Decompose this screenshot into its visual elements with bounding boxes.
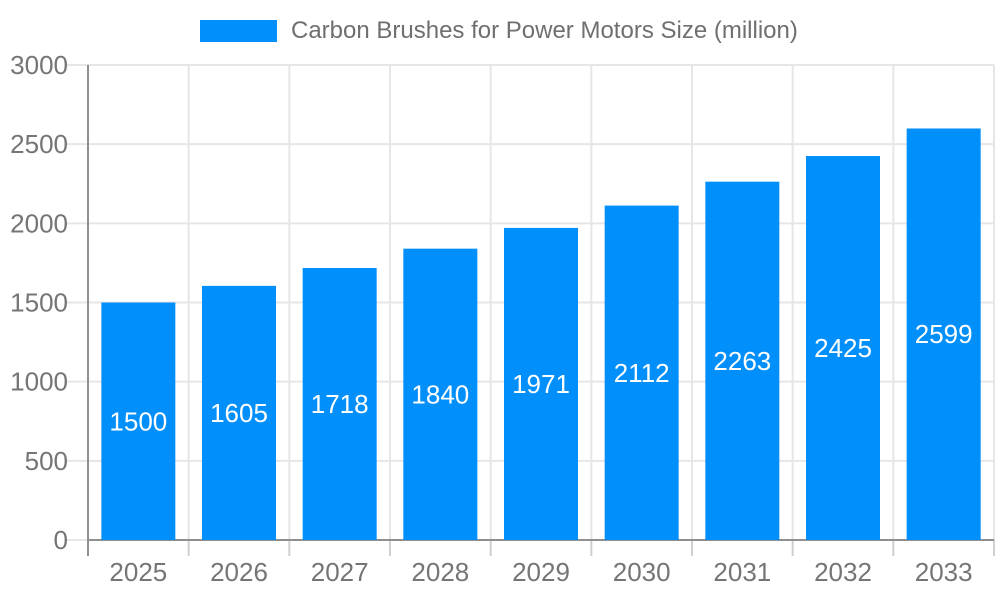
y-axis-label: 500 [25, 446, 68, 476]
x-axis-label: 2030 [613, 557, 671, 587]
bar-value-label: 2263 [713, 346, 771, 376]
bar-value-label: 1840 [411, 379, 469, 409]
legend-label: Carbon Brushes for Power Motors Size (mi… [291, 17, 798, 44]
bar[interactable] [806, 156, 880, 540]
y-axis-label: 3000 [10, 50, 68, 80]
x-axis-label: 2027 [311, 557, 369, 587]
x-axis-label: 2025 [109, 557, 167, 587]
x-axis-label: 2029 [512, 557, 570, 587]
x-axis-label: 2033 [915, 557, 973, 587]
bar-value-label: 2112 [614, 358, 670, 388]
x-axis-label: 2032 [814, 557, 872, 587]
x-axis-label: 2031 [713, 557, 771, 587]
legend-swatch [200, 20, 277, 42]
y-axis-label: 2500 [10, 129, 68, 159]
bar[interactable] [403, 248, 478, 540]
y-axis-label: 1500 [10, 288, 68, 318]
bar-value-label: 2425 [814, 333, 872, 363]
chart-legend-item[interactable]: Carbon Brushes for Power Motors Size (mi… [200, 17, 798, 45]
bar[interactable] [504, 227, 578, 541]
y-axis-label: 0 [54, 525, 68, 555]
bar[interactable] [705, 181, 780, 541]
bar[interactable] [101, 302, 176, 541]
bar-value-label: 2599 [915, 319, 973, 349]
y-axis-label: 2000 [10, 208, 68, 238]
y-axis-label: 1000 [10, 367, 68, 397]
bar-value-label: 1500 [109, 406, 167, 436]
bar[interactable] [604, 205, 679, 540]
bar-value-label: 1971 [512, 369, 570, 399]
bar-value-label: 1718 [311, 389, 369, 419]
x-axis-label: 2028 [411, 557, 469, 587]
bar[interactable] [302, 267, 377, 540]
bar-value-label: 1605 [210, 398, 268, 428]
x-axis-label: 2026 [210, 557, 268, 587]
bar[interactable] [906, 128, 981, 540]
bar[interactable] [202, 285, 276, 540]
